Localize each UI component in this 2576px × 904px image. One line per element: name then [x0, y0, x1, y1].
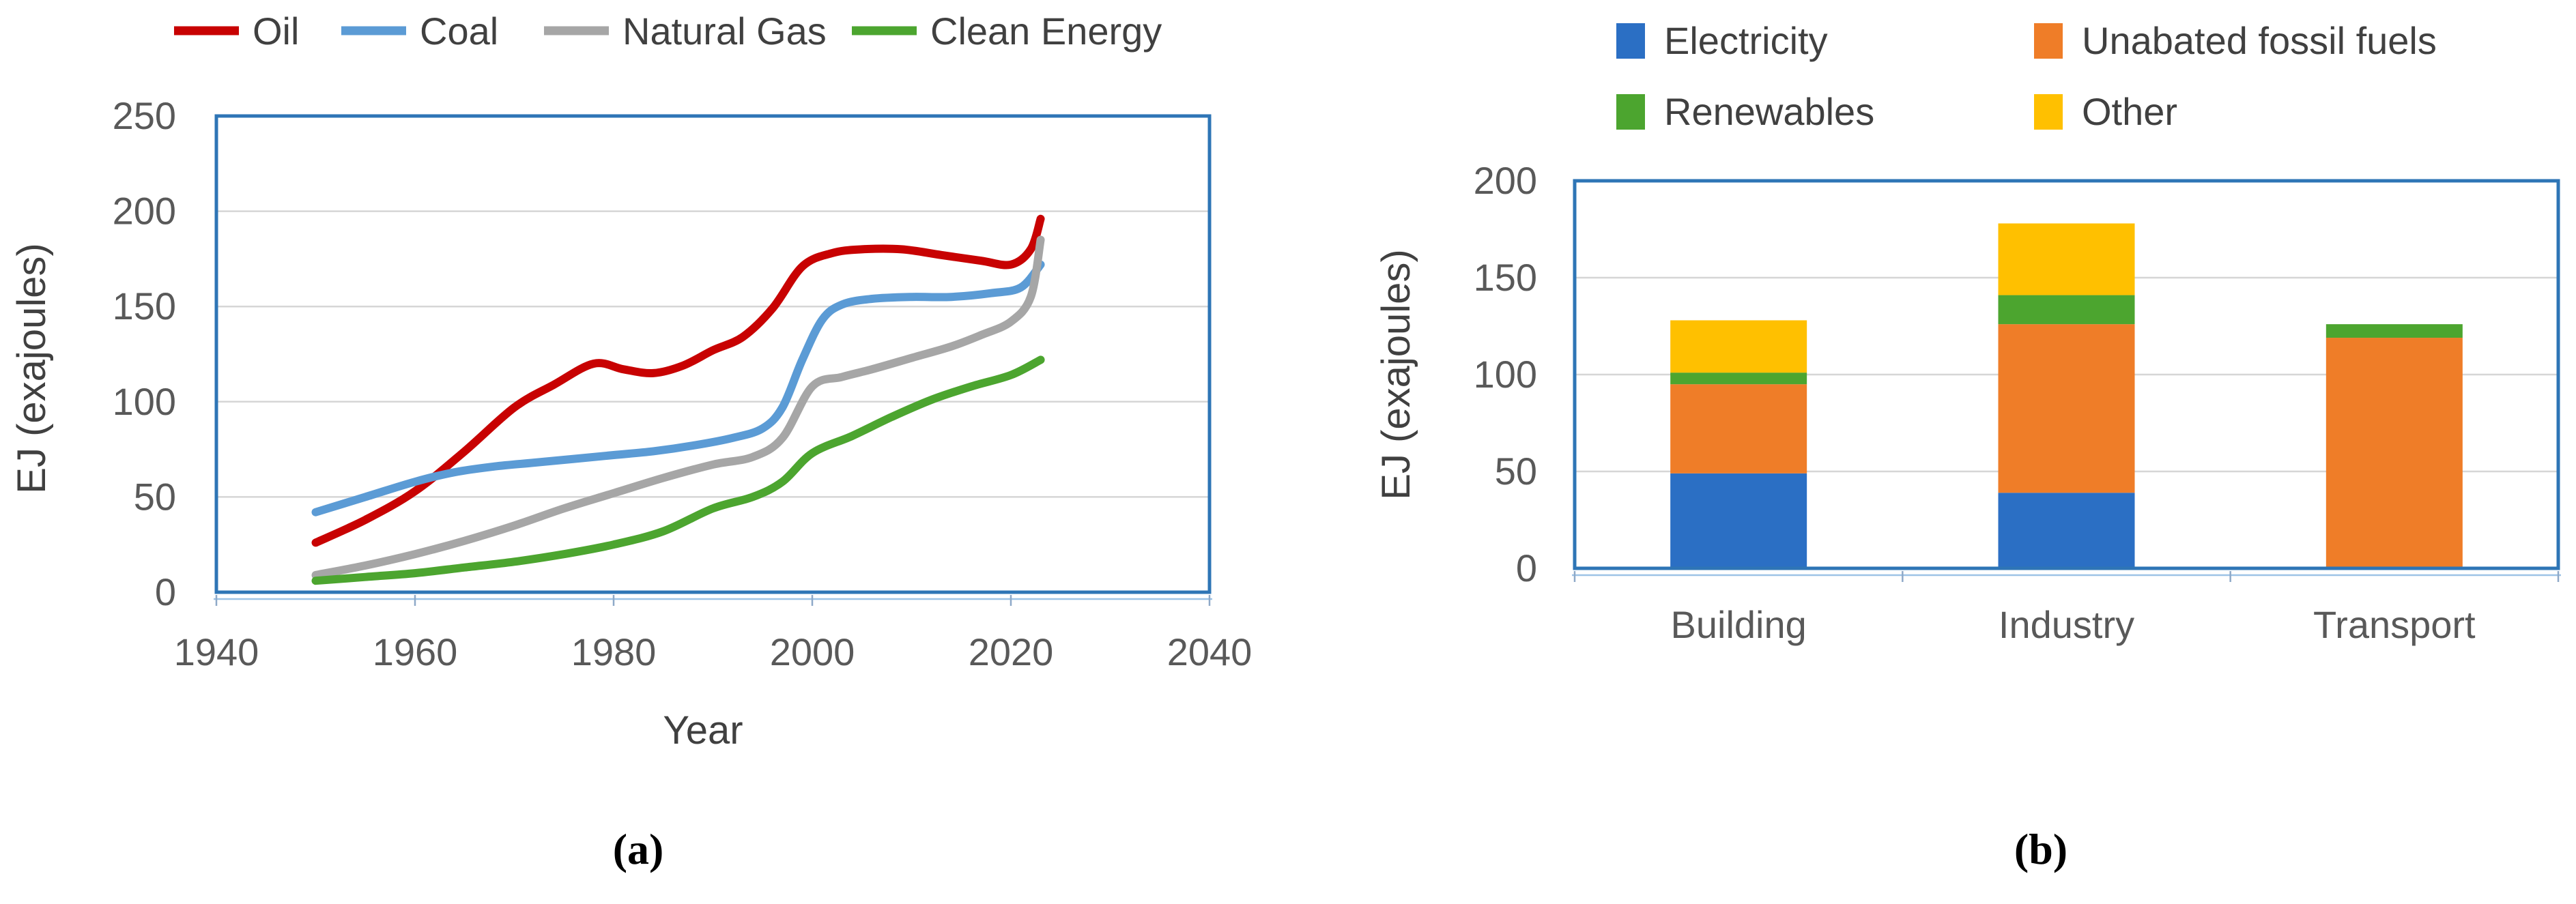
y-tick-label-150: 150 — [113, 285, 176, 327]
bar-segment-building-electricity — [1670, 473, 1807, 568]
series-line-oil — [311, 214, 1045, 547]
bar-y-tick-label-200: 200 — [1474, 159, 1537, 202]
bar-chart-legend: Electricity Unabated fossil fuels Renewabl… — [1616, 19, 2437, 133]
legend-label-natural-gas: Natural Gas — [622, 10, 827, 53]
bar-chart-y-axis: 0 50 100 150 200 — [1474, 159, 1537, 589]
legend-item-natural-gas: Natural Gas — [544, 10, 827, 53]
line-chart-series — [311, 214, 1045, 585]
x-tick-label-1980: 1980 — [571, 630, 657, 673]
bar-y-tick-label-100: 100 — [1474, 353, 1537, 396]
category-label-transport: Transport — [2313, 603, 2476, 646]
caption-a: (a) — [612, 825, 664, 873]
bar-building — [1670, 320, 1807, 568]
bar-segment-building-unabated-fossil-fuels — [1670, 384, 1807, 473]
bar-y-axis-title: EJ (exajoules) — [1374, 249, 1418, 499]
line-chart-legend: Oil Coal Natural Gas Clean Energy — [174, 10, 1162, 53]
line-chart-y-axis: 0 50 100 150 200 250 — [113, 94, 176, 613]
y-tick-label-100: 100 — [113, 380, 176, 423]
line-chart-plot-border — [214, 114, 1212, 594]
legend-swatch-other — [2034, 94, 2063, 130]
legend-item-unabated-fossil-fuels: Unabated fossil fuels — [2034, 19, 2437, 62]
bar-segment-building-renewables — [1670, 373, 1807, 385]
series-line-natural-gas — [311, 235, 1045, 579]
legend-item-renewables: Renewables — [1616, 90, 1874, 133]
bar-chart-plot-border — [1573, 179, 2560, 570]
x-tick-label-1960: 1960 — [373, 630, 458, 673]
legend-item-oil: Oil — [174, 10, 299, 53]
legend-label-clean-energy: Clean Energy — [930, 10, 1162, 53]
y-axis-title: EJ (exajoules) — [10, 243, 54, 493]
bar-y-tick-label-0: 0 — [1516, 546, 1537, 589]
bar-y-tick-label-150: 150 — [1474, 256, 1537, 299]
bar-segment-industry-other — [1998, 223, 2135, 295]
line-chart-gridlines — [216, 210, 1210, 498]
legend-label-coal: Coal — [420, 10, 498, 53]
bar-industry — [1998, 223, 2135, 568]
x-axis-title: Year — [663, 708, 743, 753]
bar-chart-x-axis: Building Industry Transport — [1573, 571, 2560, 646]
bar-y-tick-label-50: 50 — [1495, 450, 1537, 493]
line-chart-x-axis: 1940 1960 1980 2000 2020 2040 — [174, 595, 1253, 673]
bar-segment-industry-renewables — [1998, 295, 2135, 325]
y-tick-label-200: 200 — [113, 190, 176, 233]
line-chart: 1940 1960 1980 2000 2020 2040 0 50 100 150 200 250 Y… — [10, 10, 1252, 753]
x-tick-label-1940: 1940 — [174, 630, 259, 673]
legend-label-oil: Oil — [253, 10, 299, 53]
caption-b: (b) — [2014, 825, 2068, 873]
legend-swatch-renewables — [1616, 94, 1645, 130]
category-label-industry: Industry — [1999, 603, 2134, 646]
bar-chart-bars — [1670, 223, 2463, 568]
legend-item-electricity: Electricity — [1616, 19, 1828, 62]
series-line-coal — [311, 260, 1045, 516]
series-line-clean-energy — [311, 355, 1045, 585]
bar-segment-industry-unabated-fossil-fuels — [1998, 324, 2135, 493]
x-tick-label-2040: 2040 — [1167, 630, 1253, 673]
y-tick-label-250: 250 — [113, 94, 176, 137]
legend-label-unabated-fossil-fuels: Unabated fossil fuels — [2082, 19, 2437, 62]
legend-item-other: Other — [2034, 90, 2177, 133]
bar-chart: Building Industry Transport 0 50 100 150 200 EJ … — [1374, 19, 2561, 646]
x-tick-label-2020: 2020 — [969, 630, 1054, 673]
legend-item-coal: Coal — [341, 10, 498, 53]
legend-label-electricity: Electricity — [1664, 19, 1828, 62]
x-tick-label-2000: 2000 — [770, 630, 855, 673]
bar-segment-transport-renewables — [2325, 324, 2463, 338]
category-label-building: Building — [1671, 603, 1807, 646]
bar-segment-transport-unabated-fossil-fuels — [2325, 338, 2463, 568]
legend-label-other: Other — [2082, 90, 2177, 133]
y-tick-label-0: 0 — [155, 570, 176, 613]
legend-swatch-unabated-fossil-fuels — [2034, 23, 2063, 59]
legend-swatch-electricity — [1616, 23, 1645, 59]
bar-transport — [2325, 324, 2463, 568]
legend-label-renewables: Renewables — [1664, 90, 1874, 133]
bar-segment-industry-electricity — [1998, 493, 2135, 568]
y-tick-label-50: 50 — [134, 475, 176, 518]
bar-segment-building-other — [1670, 320, 1807, 373]
legend-item-clean-energy: Clean Energy — [852, 10, 1162, 53]
